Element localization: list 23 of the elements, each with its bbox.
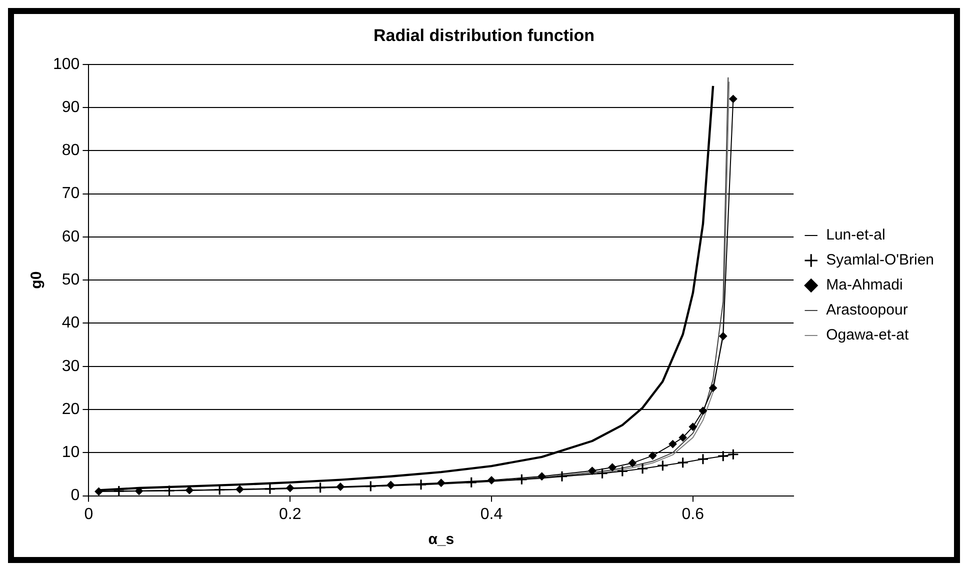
legend-label: Lun-et-al xyxy=(826,226,886,244)
x-tick-label: 0 xyxy=(84,506,94,523)
x-tick-label: 0.4 xyxy=(480,506,503,523)
y-tick-label: 30 xyxy=(62,358,80,375)
y-tick-label: 50 xyxy=(62,272,80,289)
y-tick-label: 10 xyxy=(62,444,80,462)
y-tick-label: 90 xyxy=(62,98,80,116)
legend-label: Ma-Ahmadi xyxy=(826,276,903,294)
chart-title: Radial distribution function xyxy=(374,26,594,45)
legend-label: Arastoopour xyxy=(826,302,908,319)
legend-label: Syamlal-O'Brien xyxy=(826,252,934,269)
y-tick-label: 70 xyxy=(62,185,80,202)
y-tick-label: 0 xyxy=(70,487,80,504)
legend-label: Ogawa-et-at xyxy=(826,326,910,344)
x-axis-title: α_s xyxy=(428,531,454,548)
y-tick-label: 40 xyxy=(62,314,80,332)
y-tick-label: 60 xyxy=(62,228,80,246)
x-tick-label: 0.2 xyxy=(278,506,302,523)
y-axis-title: g0 xyxy=(28,271,46,289)
x-tick-label: 0.6 xyxy=(682,506,704,523)
y-tick-label: 20 xyxy=(62,400,80,418)
y-tick-label: 80 xyxy=(62,142,80,160)
y-tick-label: 100 xyxy=(52,56,80,73)
